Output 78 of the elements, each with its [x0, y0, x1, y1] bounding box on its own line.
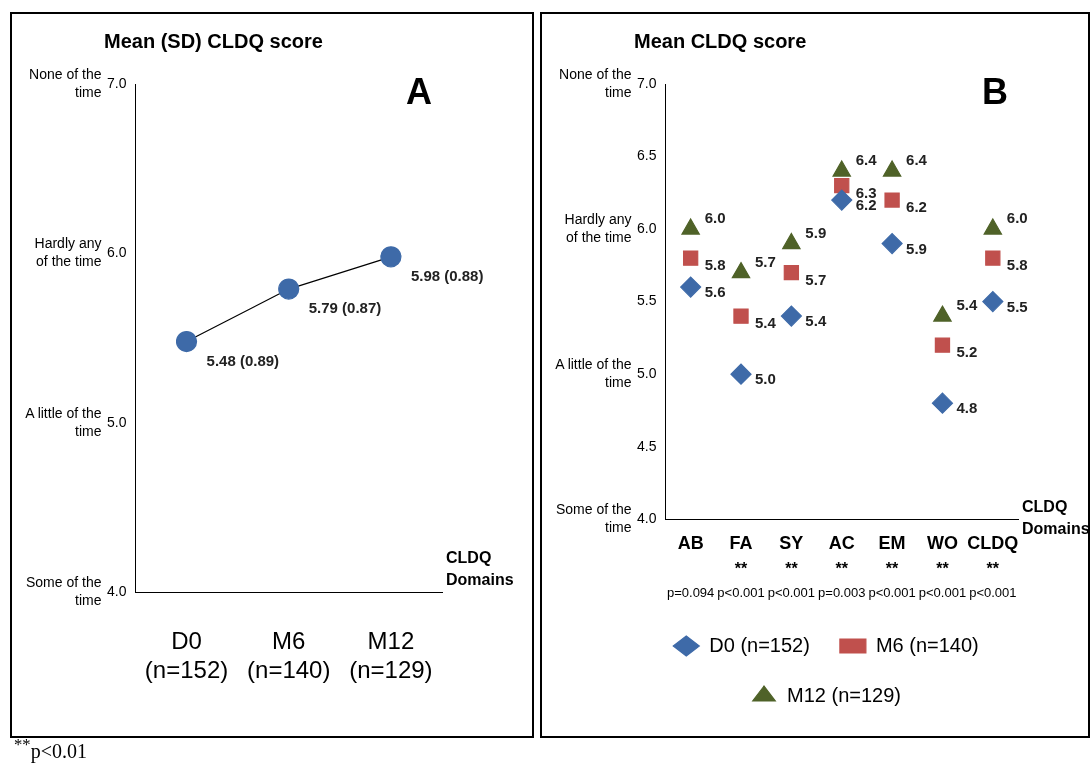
text: $^{**}$p<0.01: [14, 735, 87, 763]
annotation: B: [982, 70, 1008, 112]
text: Some of the time: [555, 501, 632, 536]
text: A little of the time: [555, 355, 632, 390]
x-tick-label: WO: [926, 532, 958, 553]
y-tick-label: 7.0: [106, 74, 127, 91]
data-label: 5.7: [755, 252, 776, 270]
y-tick-label: 6.5: [636, 147, 657, 164]
data-label: 4.8: [956, 399, 978, 417]
data-label: 6.4: [855, 151, 878, 169]
x-tick-label: M12 (n=129): [349, 627, 433, 684]
y-tick-label: 5.5: [636, 292, 657, 309]
data-label: 5.8: [1006, 256, 1028, 274]
y-tick-label: 5.0: [636, 364, 657, 381]
point: [278, 278, 300, 300]
data-label: 6.4: [906, 151, 928, 169]
chart-title: Mean (SD) CLDQ score: [104, 29, 323, 52]
x-tick-label: AC: [828, 532, 855, 553]
point: [733, 308, 749, 324]
text: Hardly any of the time: [34, 235, 102, 270]
legend-label: M12 (n=129): [787, 683, 901, 706]
y-tick-label: 6.0: [106, 244, 127, 261]
data-label: 6.0: [1006, 209, 1028, 227]
data-label: 5.4: [956, 296, 978, 314]
point: [985, 250, 1001, 266]
data-label: 5.5: [1006, 297, 1028, 315]
point: [783, 264, 800, 281]
text: None of the time: [559, 65, 632, 100]
data-label: 5.7: [805, 270, 827, 288]
x-axis-title: CLDQ Domains: [1022, 497, 1090, 537]
point: [982, 291, 1004, 313]
y-tick-label: 4.0: [106, 583, 127, 600]
x-tick-label: M6 (n=140): [247, 627, 331, 684]
text: p=0.094 p<0.001 p<0.001 p=0.003 p<0.001 p<0.001 p<0.001: [666, 584, 1017, 600]
x-tick-label: FA: [729, 532, 753, 553]
point: [682, 250, 699, 266]
chart-title: Mean CLDQ score: [634, 29, 807, 52]
text: A little of the time: [25, 404, 102, 439]
point: [730, 363, 752, 385]
data-label: 5.2: [956, 343, 978, 361]
y-tick-label: 6.0: [636, 219, 657, 236]
data-label: 5.98 (0.88): [410, 267, 484, 284]
data-label: 5.9: [906, 239, 927, 257]
data-label: 5.48 (0.89): [206, 351, 280, 369]
point: [884, 192, 900, 208]
y-tick-label: 4.0: [636, 510, 657, 527]
x-tick-label: EM: [878, 532, 906, 553]
y-tick-label: 7.0: [636, 74, 657, 91]
x-tick-label: D0 (n=152): [144, 627, 229, 684]
x-tick-label: CLDQ: [967, 532, 1019, 553]
x-tick-label: AB: [677, 532, 704, 553]
data-label: 6.2: [906, 198, 927, 216]
annotation: A: [406, 70, 432, 112]
data-label: 5.8: [704, 256, 726, 274]
text: ** ** ** ** ** **: [734, 559, 1000, 577]
data-label: 6.0: [704, 209, 726, 227]
y-tick-label: 5.0: [106, 413, 127, 430]
data-label: 5.4: [805, 312, 827, 330]
point: [175, 330, 198, 353]
point: [780, 305, 802, 327]
point: [934, 337, 951, 353]
data-label: 5.0: [755, 370, 776, 388]
text: None of the time: [29, 65, 102, 100]
data-label: 5.79 (0.87): [308, 299, 382, 317]
point: [881, 232, 903, 255]
data-label: 5.6: [704, 283, 726, 301]
y-tick-label: 4.5: [636, 437, 657, 454]
text: Hardly any of the time: [564, 210, 632, 245]
data-label: 5.9: [805, 223, 827, 241]
point: [380, 246, 402, 268]
point: [831, 189, 853, 211]
point: [680, 276, 702, 298]
x-axis-title: CLDQ Domains: [446, 548, 514, 588]
point: [931, 392, 954, 414]
data-label: 5.4: [755, 314, 777, 332]
text: Some of the time: [25, 574, 102, 609]
x-tick-label: SY: [779, 532, 804, 553]
data-label: 6.3: [855, 183, 877, 201]
